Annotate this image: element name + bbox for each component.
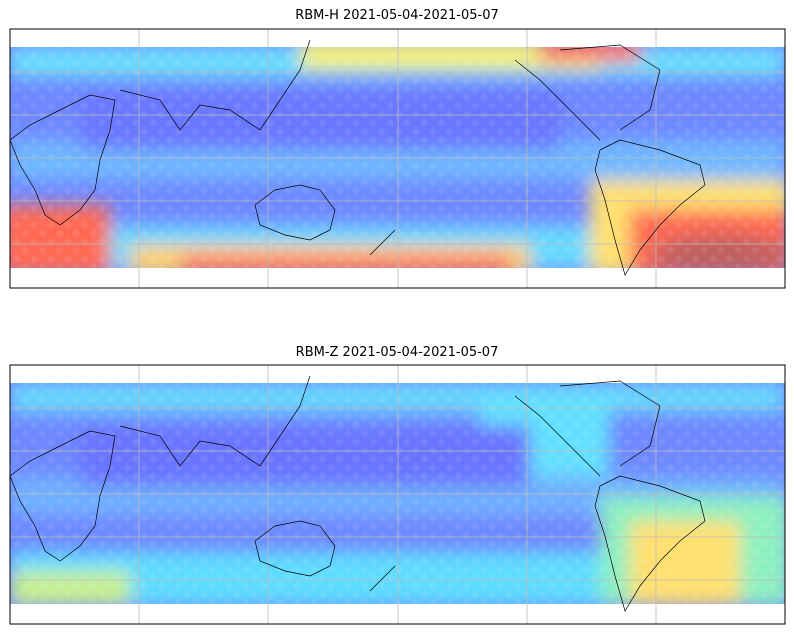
panel-title: RBM-Z 2021-05-04-2021-05-07	[296, 345, 499, 360]
coastlines	[9, 375, 706, 612]
heat-field	[10, 383, 785, 604]
map-frame	[9, 364, 786, 625]
panel-title: RBM-H 2021-05-04-2021-05-07	[295, 8, 499, 23]
coastlines	[9, 39, 706, 276]
graticule	[10, 29, 785, 288]
graticule	[10, 365, 785, 624]
panel-z: RBM-Z 2021-05-04-2021-05-07	[9, 345, 786, 625]
heat-field	[10, 47, 785, 268]
map-frame	[9, 28, 786, 289]
panel-h: RBM-H 2021-05-04-2021-05-07	[9, 8, 786, 289]
